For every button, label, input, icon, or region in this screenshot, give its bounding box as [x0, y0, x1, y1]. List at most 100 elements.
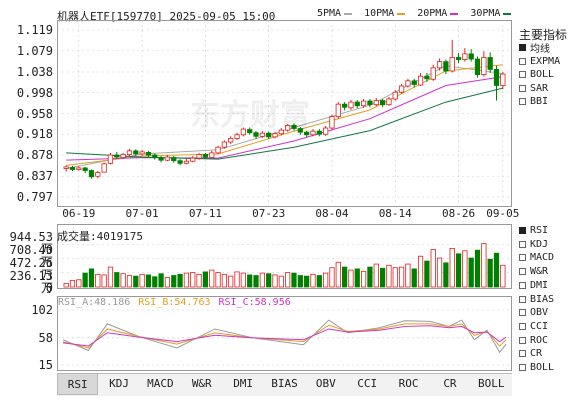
checkbox-icon[interactable] — [519, 309, 526, 317]
volume-bar — [196, 273, 202, 288]
indicator-option-bbi[interactable]: BBI — [519, 95, 548, 108]
volume-bar — [177, 273, 183, 288]
checkbox-icon[interactable] — [519, 268, 526, 276]
candle — [462, 48, 468, 62]
volume-bar — [392, 267, 398, 288]
volume-bar — [430, 249, 436, 288]
lower-indicator-option-obv[interactable]: OBV — [519, 306, 548, 319]
checkbox-icon[interactable] — [519, 240, 526, 248]
tab-cr[interactable]: CR — [443, 377, 457, 390]
checkbox-icon[interactable] — [519, 227, 526, 234]
rsi-line-rsi_c — [62, 325, 507, 347]
candle — [398, 83, 405, 94]
candle — [145, 150, 152, 158]
lower-indicator-option-label: DMI — [530, 279, 549, 291]
lower-indicator-option-label: OBV — [530, 307, 549, 319]
checkbox-icon[interactable] — [519, 350, 526, 358]
tab-roc[interactable]: ROC — [398, 377, 419, 390]
price-tick: 0.958 — [16, 106, 53, 121]
price-tick: 0.918 — [16, 127, 53, 142]
tab-bar — [57, 373, 512, 396]
indicator-option-label: BOLL — [530, 69, 555, 80]
lower-indicator-option-rsi[interactable]: RSI — [519, 224, 548, 237]
lower-indicator-option-boll[interactable]: BOLL — [519, 361, 554, 374]
candle — [76, 166, 82, 171]
tab-boll[interactable]: BOLL — [478, 377, 505, 390]
checkbox-icon[interactable] — [519, 322, 526, 330]
volume-bar — [139, 273, 145, 288]
volume-bar — [253, 275, 259, 288]
candle — [253, 131, 259, 139]
volume-bar — [462, 250, 468, 288]
lower-indicator-option-label: ROC — [530, 334, 549, 346]
lower-indicator-option-kdj[interactable]: KDJ — [519, 238, 548, 251]
volume-bar — [481, 243, 487, 288]
candle — [291, 123, 297, 131]
indicator-option-均线[interactable]: 均线 — [519, 41, 550, 55]
checkbox-icon[interactable] — [519, 281, 526, 289]
rsi-label-1: RSI_B:54.763 — [138, 297, 211, 308]
candle — [316, 129, 322, 137]
lower-indicator-option-roc[interactable]: ROC — [519, 334, 548, 347]
volume-bar — [424, 260, 430, 288]
lower-indicator-option-dmi[interactable]: DMI — [519, 279, 548, 292]
candle — [310, 129, 316, 137]
volume-bar — [323, 272, 329, 288]
tab-dmi[interactable]: DMI — [233, 377, 254, 390]
tab-wandr[interactable]: W&R — [191, 377, 212, 390]
candle — [63, 165, 69, 172]
volume-bar — [373, 263, 379, 288]
legend-5pma: 5PMA — [317, 8, 353, 19]
candle — [424, 73, 430, 82]
checkbox-icon[interactable] — [519, 84, 526, 92]
tab-cci[interactable]: CCI — [357, 377, 378, 390]
volume-bar — [329, 267, 335, 288]
checkbox-icon[interactable] — [519, 295, 526, 303]
candle — [329, 114, 335, 130]
checkbox-icon[interactable] — [519, 254, 526, 262]
volume-bar — [348, 269, 354, 288]
volume-bar — [285, 272, 291, 288]
checkbox-icon[interactable] — [519, 57, 526, 65]
tab-kdj[interactable]: KDJ — [109, 377, 129, 390]
lower-indicator-option-bias[interactable]: BIAS — [519, 293, 554, 306]
candle — [183, 158, 190, 165]
price-tick: 0.837 — [16, 169, 53, 184]
candle — [190, 156, 196, 163]
volume-tick: 0 — [45, 281, 53, 295]
candle — [240, 127, 246, 137]
tab-bias[interactable]: BIAS — [271, 377, 298, 390]
ma-line-30pma — [66, 87, 503, 160]
checkbox-icon[interactable] — [519, 364, 526, 371]
tab-rsi[interactable]: RSI — [57, 373, 99, 395]
date-tick: 07-01 — [125, 207, 159, 220]
volume-chart — [57, 224, 512, 289]
rsi-tick: 15 — [38, 358, 53, 372]
date-tick: 08-26 — [441, 207, 476, 220]
rsi-label-2: RSI_C:58.956 — [218, 297, 291, 308]
checkbox-icon[interactable] — [519, 98, 526, 105]
lower-indicator-option-cci[interactable]: CCI — [519, 320, 548, 333]
indicator-option-expma[interactable]: EXPMA — [519, 55, 560, 68]
checkbox-icon[interactable] — [519, 71, 526, 78]
lower-indicator-option-macd[interactable]: MACD — [519, 251, 554, 264]
candle — [481, 51, 487, 77]
candle — [158, 156, 164, 163]
tab-obv[interactable]: OBV — [315, 377, 336, 390]
volume-bar — [202, 271, 209, 288]
checkbox-icon[interactable] — [519, 44, 526, 51]
indicator-option-boll[interactable]: BOLL — [519, 68, 554, 81]
checkbox-icon[interactable] — [519, 336, 526, 344]
lower-indicator-option-label: BOLL — [530, 362, 555, 373]
candle — [348, 100, 354, 110]
lower-indicator-option-label: CR — [530, 348, 543, 360]
indicator-option-sar[interactable]: SAR — [519, 82, 548, 95]
tab-macd[interactable]: MACD — [147, 377, 174, 390]
lower-indicator-option-cr[interactable]: CR — [519, 347, 542, 360]
volume-bar — [379, 267, 386, 288]
lower-indicator-option-label: KDJ — [530, 238, 549, 250]
volume-bar — [500, 264, 506, 288]
date-tick: 08-14 — [378, 207, 412, 220]
volume-bar — [133, 275, 139, 288]
lower-indicator-option-w&r[interactable]: W&R — [519, 265, 548, 278]
